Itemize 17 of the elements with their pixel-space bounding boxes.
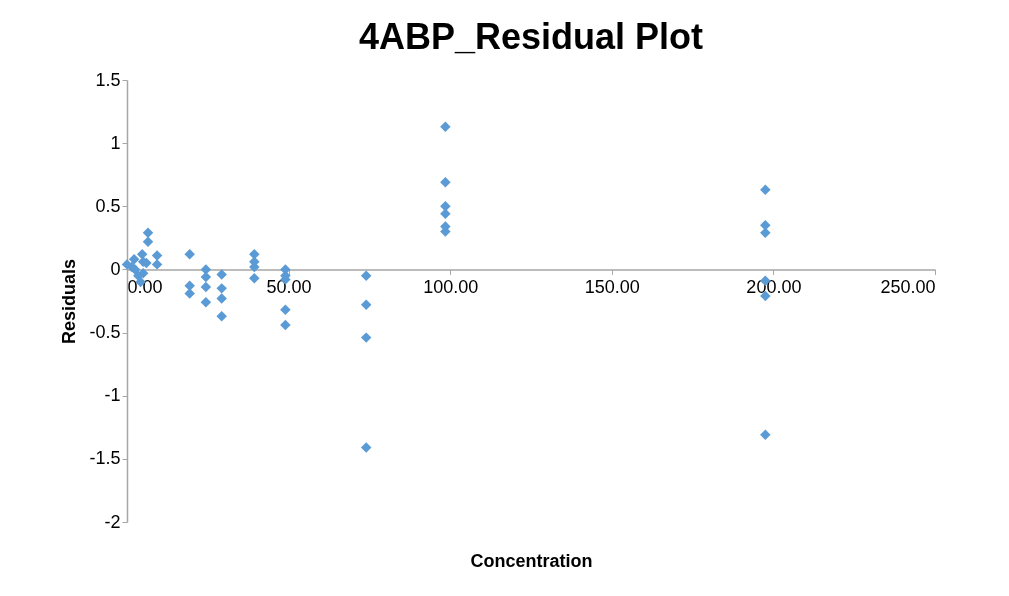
chart-title: 4ABP_Residual Plot: [358, 16, 704, 57]
y-tick-label: 0: [110, 258, 121, 279]
y-tick-label: -1.5: [89, 448, 121, 469]
y-tick-label: -1: [104, 385, 121, 406]
x-axis-title: Concentration: [470, 550, 593, 571]
x-tick-label: 0.00: [127, 276, 163, 297]
x-tick-label: 150.00: [584, 276, 640, 297]
x-tick-label: 250.00: [880, 276, 936, 297]
x-tick-label: 50.00: [266, 276, 312, 297]
y-tick-label: 1.5: [95, 69, 121, 90]
y-tick-label: 1: [110, 132, 121, 153]
y-tick-label: -0.5: [89, 322, 121, 343]
y-tick-label: 0.5: [95, 195, 121, 216]
x-tick-label: 100.00: [423, 276, 479, 297]
x-tick-label: 200.00: [746, 276, 802, 297]
y-axis-title: Residuals: [59, 258, 80, 345]
y-tick-label: -2: [104, 511, 121, 532]
